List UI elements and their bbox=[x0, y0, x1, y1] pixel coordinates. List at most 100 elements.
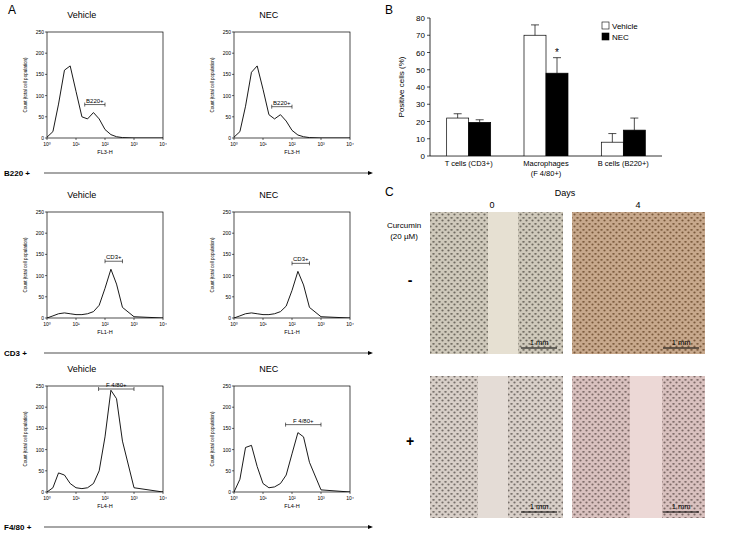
micrograph-bg bbox=[430, 212, 563, 354]
wound-gap bbox=[630, 376, 662, 518]
row-arrow bbox=[44, 353, 368, 354]
image-column-label: 0 bbox=[489, 200, 494, 210]
y-tick-label: 100 bbox=[36, 93, 45, 99]
gate-end bbox=[122, 259, 123, 263]
y-tick bbox=[45, 74, 47, 75]
y-tick bbox=[232, 428, 234, 429]
y-tick bbox=[45, 407, 47, 408]
histogram: Vehicle05010015020025010⁰10¹10²10³10⁴FL4… bbox=[23, 364, 167, 509]
y-tick bbox=[45, 449, 47, 450]
x-tick-label: 10¹ bbox=[72, 141, 80, 147]
error-bar bbox=[634, 118, 635, 130]
category-line: (F 4/80+) bbox=[531, 169, 562, 178]
x-tick bbox=[134, 318, 135, 320]
x-tick-label: 10⁰ bbox=[43, 495, 51, 501]
panel-letter: C bbox=[385, 185, 394, 199]
histogram-curve bbox=[234, 433, 350, 492]
y-tick-label: 200 bbox=[223, 230, 232, 236]
histogram: Vehicle05010015020025010⁰10¹10²10³10⁴FL1… bbox=[23, 190, 167, 335]
x-tick bbox=[163, 138, 164, 140]
x-tick-label: 10⁴ bbox=[159, 495, 167, 501]
plot-frame bbox=[234, 32, 350, 138]
y-tick bbox=[45, 275, 47, 276]
x-tick bbox=[76, 318, 77, 320]
gate-end bbox=[84, 103, 85, 107]
y-tick bbox=[232, 254, 234, 255]
y-tick bbox=[45, 53, 47, 54]
x-tick bbox=[163, 318, 164, 320]
histogram: Vehicle05010015020025010⁰10¹10²10³10⁴FL3… bbox=[23, 10, 167, 155]
plot-frame bbox=[47, 32, 163, 138]
y-tick-label: 150 bbox=[36, 251, 45, 257]
y-axis-label: Count (total cell population) bbox=[210, 411, 215, 466]
image-row-title: Curcumin bbox=[387, 221, 421, 230]
x-axis-label: FL4-H bbox=[97, 503, 112, 509]
x-axis-label: FL1-H bbox=[97, 329, 112, 335]
y-tick-label: 150 bbox=[36, 71, 45, 77]
bar bbox=[623, 130, 645, 156]
y-tick bbox=[427, 69, 430, 70]
y-tick-label: 150 bbox=[223, 425, 232, 431]
y-tick bbox=[427, 87, 430, 88]
x-tick bbox=[350, 492, 351, 494]
x-tick bbox=[76, 138, 77, 140]
x-tick-label: 10³ bbox=[130, 495, 138, 501]
y-tick-label: 250 bbox=[36, 383, 45, 389]
scale-bar bbox=[663, 347, 699, 348]
error-cap bbox=[531, 24, 539, 25]
y-tick-label: 50 bbox=[38, 468, 44, 474]
x-axis-label: FL3-H bbox=[97, 149, 112, 155]
row-label: CD3 + bbox=[4, 349, 27, 358]
y-tick-label: 100 bbox=[223, 447, 232, 453]
data-group bbox=[47, 66, 163, 138]
x-tick-label: 10⁰ bbox=[43, 321, 51, 327]
row-label: B220 + bbox=[4, 169, 30, 178]
y-tick bbox=[232, 32, 234, 33]
gate-label: B220+ bbox=[86, 98, 104, 104]
row-arrow bbox=[44, 527, 368, 528]
y-tick bbox=[45, 95, 47, 96]
bar bbox=[546, 73, 568, 156]
data-group bbox=[234, 66, 350, 138]
x-tick-label: 10² bbox=[101, 321, 109, 327]
category-label: T cells (CD3+) bbox=[445, 159, 493, 168]
gate-bar bbox=[99, 389, 134, 390]
x-tick bbox=[321, 138, 322, 140]
bar-chart: 01020304050607080Positive cells (%)T cel… bbox=[397, 14, 662, 178]
y-tick-label: 200 bbox=[223, 404, 232, 410]
image-header: Days bbox=[555, 188, 576, 198]
plot-frame bbox=[234, 386, 350, 492]
y-tick bbox=[232, 275, 234, 276]
image-column-label: 4 bbox=[635, 200, 640, 210]
y-tick-label: 0 bbox=[421, 152, 426, 161]
gate-bar bbox=[105, 261, 122, 262]
gate-label: F 4/80+ bbox=[293, 418, 314, 424]
x-tick bbox=[47, 492, 48, 494]
y-tick-label: 250 bbox=[223, 209, 232, 215]
x-tick bbox=[105, 492, 106, 494]
y-tick bbox=[45, 233, 47, 234]
plot-frame bbox=[47, 212, 163, 318]
micrograph-bg bbox=[572, 376, 705, 518]
y-tick-label: 250 bbox=[36, 209, 45, 215]
histogram: NEC05010015020025010⁰10¹10²10³10⁴FL3-HCo… bbox=[210, 10, 354, 155]
category-label: Macrophages(F 4/80+) bbox=[523, 159, 569, 178]
micrograph-bg bbox=[430, 376, 563, 518]
x-tick-label: 10¹ bbox=[259, 141, 267, 147]
x-tick bbox=[47, 318, 48, 320]
y-axis-label: Count (total cell population) bbox=[210, 237, 215, 292]
data-group bbox=[234, 271, 350, 318]
gate-end bbox=[285, 423, 286, 427]
x-tick bbox=[350, 138, 351, 140]
legend-label: NEC bbox=[612, 33, 629, 42]
error-bar bbox=[557, 58, 558, 74]
image-panel: Days04Curcumin(20 µM)-+1 mm1 mm1 mm1 mm bbox=[387, 188, 705, 518]
x-tick bbox=[263, 138, 264, 140]
x-tick-label: 10² bbox=[101, 495, 109, 501]
x-tick-label: 10³ bbox=[130, 321, 138, 327]
y-tick bbox=[427, 156, 430, 157]
x-tick-label: 10² bbox=[101, 141, 109, 147]
y-tick-label: 20 bbox=[416, 118, 425, 127]
y-tick-label: 100 bbox=[223, 93, 232, 99]
x-tick-label: 10¹ bbox=[72, 321, 80, 327]
